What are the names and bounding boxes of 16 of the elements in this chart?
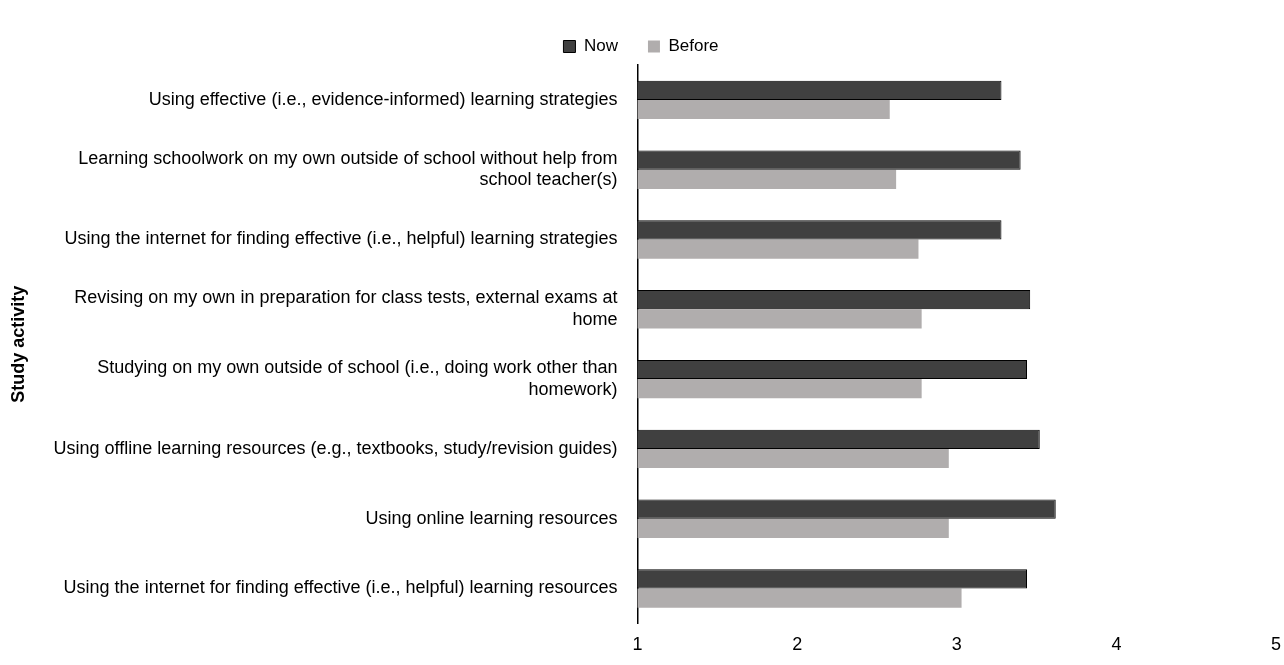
x-tick-label: 4 — [1111, 634, 1122, 655]
y-tick-label: Using the internet for finding effective (i.e., helpful) learning strategies — [64, 228, 618, 249]
y-tick-label: Learning schoolwork on my own outside of school without help from school teacher(s) — [78, 147, 618, 190]
legend-label: Now — [583, 36, 619, 56]
x-tick-label: 1 — [632, 634, 643, 655]
x-tick-label: 5 — [1270, 634, 1281, 655]
y-tick-label: Revising on my own in preparation for class tests, external exams at home — [74, 287, 618, 330]
x-tick-label: 2 — [792, 634, 803, 655]
y-tick-label: Using the internet for finding effective (i.e., helpful) learning resources — [63, 577, 618, 598]
y-tick-label: Using effective (i.e., evidence-informed) learning strategies — [148, 88, 618, 109]
y-tick-label: Studying on my own outside of school (i.e., doing work other than homework) — [97, 357, 618, 399]
x-tick-label: 3 — [951, 634, 962, 655]
legend-label: Before — [668, 36, 719, 56]
y-tick-label: Using offline learning resources (e.g., textbooks, study/revision guides) — [53, 437, 618, 458]
y-tick-label: Using online learning resources — [365, 507, 618, 528]
y-axis-title: Study activity — [7, 285, 28, 403]
